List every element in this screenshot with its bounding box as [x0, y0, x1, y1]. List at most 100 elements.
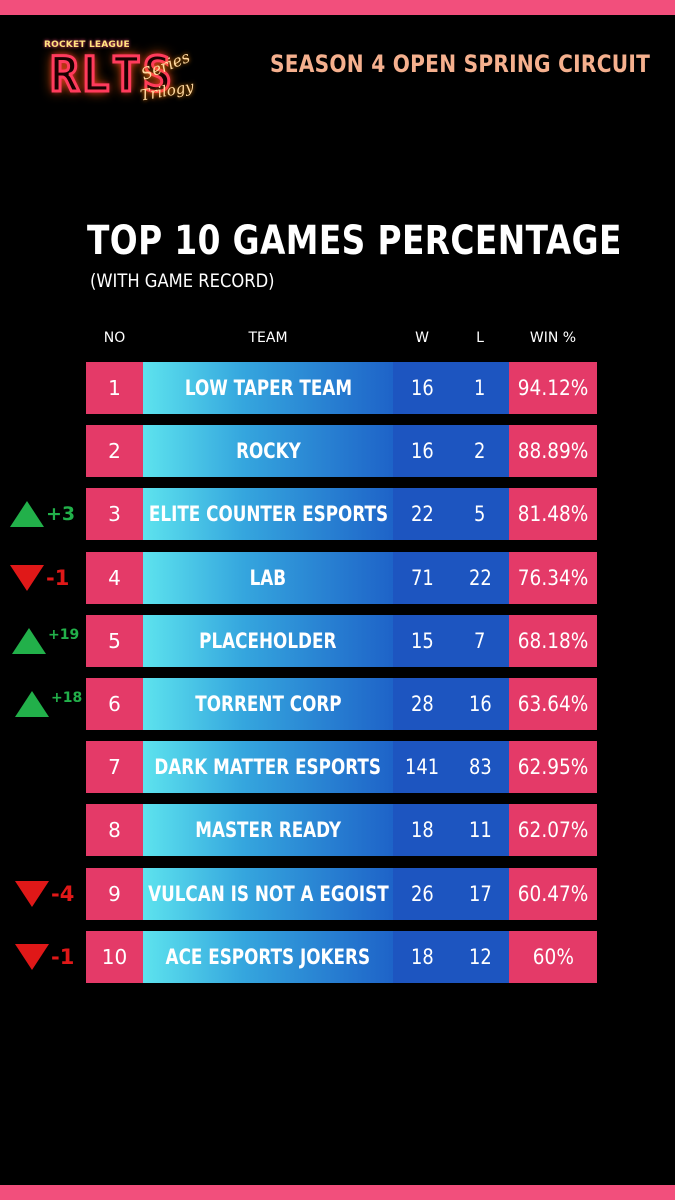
rank-change-indicator: +3 — [10, 501, 75, 527]
row-rank: 8 — [108, 818, 121, 842]
row-win-percent-cell: 94.12% — [509, 362, 597, 414]
row-losses-cell: 22 — [451, 552, 509, 604]
header-team: TEAM — [248, 330, 288, 346]
rank-change-indicator: -1 — [10, 565, 69, 591]
row-win-percent: 60.47% — [517, 882, 589, 906]
row-losses: 5 — [474, 502, 486, 526]
rank-change-value: -1 — [46, 566, 70, 590]
row-team-name-cell: LOW TAPER TEAM — [143, 362, 393, 414]
down-triangle-icon — [15, 944, 49, 970]
row-wins-cell: 22 — [393, 488, 451, 540]
down-triangle-icon — [15, 881, 49, 907]
row-wins: 28 — [410, 692, 434, 716]
row-win-percent-cell: 88.89% — [509, 425, 597, 477]
row-team-name-cell: LAB — [143, 552, 393, 604]
row-rank: 4 — [108, 566, 121, 590]
row-losses: 2 — [474, 439, 486, 463]
table-row: 7 DARK MATTER ESPORTS 141 83 62.95% — [86, 741, 597, 793]
row-wins: 18 — [410, 818, 434, 842]
row-win-percent: 76.34% — [517, 566, 589, 590]
row-wins-cell: 18 — [393, 931, 451, 983]
row-win-percent-cell: 60% — [509, 931, 597, 983]
row-wins: 22 — [410, 502, 434, 526]
header-win-percent: WIN % — [529, 330, 577, 346]
row-rank-cell: 1 — [86, 362, 143, 414]
row-rank-cell: 10 — [86, 931, 143, 983]
rlts-logo: ROCKET LEAGUE RLTS Series Trilogy — [40, 38, 245, 108]
row-wins-cell: 28 — [393, 678, 451, 730]
table-row: 6 TORRENT CORP 28 16 63.64% — [86, 678, 597, 730]
row-losses: 7 — [474, 629, 486, 653]
row-team-name: LOW TAPER TEAM — [184, 376, 352, 400]
up-triangle-icon — [10, 501, 44, 527]
row-win-percent: 62.07% — [517, 818, 589, 842]
row-team-name-cell: ELITE COUNTER ESPORTS — [143, 488, 393, 540]
row-team-name-cell: PLACEHOLDER — [143, 615, 393, 667]
row-win-percent-cell: 62.95% — [509, 741, 597, 793]
down-triangle-icon — [10, 565, 44, 591]
rank-change-indicator: +18 — [15, 690, 82, 717]
row-rank-cell: 9 — [86, 868, 143, 920]
row-win-percent: 63.64% — [517, 692, 589, 716]
row-wins-cell: 16 — [393, 362, 451, 414]
row-rank-cell: 6 — [86, 678, 143, 730]
rank-change-value: +19 — [48, 627, 80, 643]
page-title: TOP 10 GAMES PERCENTAGE — [87, 218, 622, 264]
row-win-percent: 68.18% — [517, 629, 589, 653]
row-losses-cell: 5 — [451, 488, 509, 540]
row-losses: 11 — [468, 818, 492, 842]
row-win-percent: 94.12% — [517, 376, 589, 400]
table-row: 3 ELITE COUNTER ESPORTS 22 5 81.48% — [86, 488, 597, 540]
header-losses: L — [476, 330, 484, 346]
row-team-name-cell: TORRENT CORP — [143, 678, 393, 730]
row-wins: 18 — [410, 945, 434, 969]
row-wins: 16 — [410, 376, 434, 400]
row-team-name: DARK MATTER ESPORTS — [154, 755, 382, 779]
rank-change-value: -1 — [51, 945, 75, 969]
row-wins-cell: 141 — [393, 741, 451, 793]
row-team-name-cell: ACE ESPORTS JOKERS — [143, 931, 393, 983]
season-title: SEASON 4 OPEN SPRING CIRCUIT — [270, 50, 651, 78]
row-rank-cell: 8 — [86, 804, 143, 856]
row-losses: 1 — [474, 376, 486, 400]
row-losses-cell: 2 — [451, 425, 509, 477]
row-wins-cell: 71 — [393, 552, 451, 604]
table-row: 8 MASTER READY 18 11 62.07% — [86, 804, 597, 856]
up-triangle-icon — [12, 628, 46, 654]
row-win-percent-cell: 76.34% — [509, 552, 597, 604]
row-wins: 26 — [410, 882, 434, 906]
row-wins-cell: 15 — [393, 615, 451, 667]
logo-top-text: ROCKET LEAGUE — [44, 40, 130, 50]
row-wins-cell: 16 — [393, 425, 451, 477]
up-triangle-icon — [15, 691, 49, 717]
row-rank-cell: 3 — [86, 488, 143, 540]
table-row: 5 PLACEHOLDER 15 7 68.18% — [86, 615, 597, 667]
row-wins-cell: 18 — [393, 804, 451, 856]
table-row: 2 ROCKY 16 2 88.89% — [86, 425, 597, 477]
row-rank-cell: 2 — [86, 425, 143, 477]
row-win-percent-cell: 60.47% — [509, 868, 597, 920]
rank-change-value: +3 — [46, 503, 76, 525]
row-win-percent: 60% — [532, 945, 574, 969]
row-rank: 2 — [108, 439, 121, 463]
row-rank: 10 — [101, 945, 128, 969]
row-team-name: LAB — [249, 566, 287, 590]
row-rank: 7 — [108, 755, 121, 779]
row-rank-cell: 5 — [86, 615, 143, 667]
row-win-percent-cell: 62.07% — [509, 804, 597, 856]
logo-main-text: RLTS — [49, 46, 174, 105]
row-losses: 22 — [468, 566, 492, 590]
row-wins-cell: 26 — [393, 868, 451, 920]
row-team-name: TORRENT CORP — [194, 692, 342, 716]
row-team-name-cell: DARK MATTER ESPORTS — [143, 741, 393, 793]
row-win-percent-cell: 63.64% — [509, 678, 597, 730]
header-wins: W — [415, 330, 429, 346]
table-row: 1 LOW TAPER TEAM 16 1 94.12% — [86, 362, 597, 414]
rank-change-indicator: +19 — [12, 627, 80, 654]
table-row: 10 ACE ESPORTS JOKERS 18 12 60% — [86, 931, 597, 983]
row-rank: 5 — [108, 629, 121, 653]
row-losses-cell: 83 — [451, 741, 509, 793]
row-win-percent: 88.89% — [517, 439, 589, 463]
row-team-name-cell: ROCKY — [143, 425, 393, 477]
header-no: NO — [103, 330, 126, 346]
